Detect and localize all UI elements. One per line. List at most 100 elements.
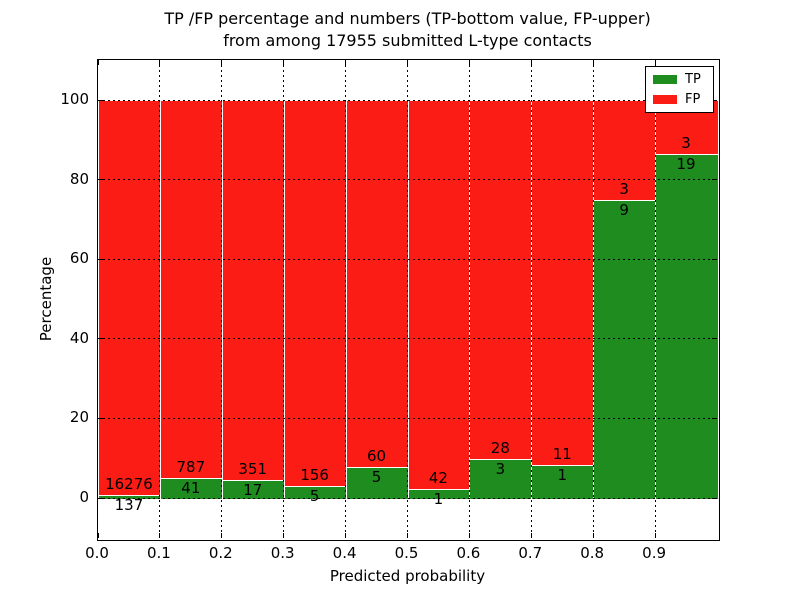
bar-fp-segment bbox=[159, 100, 224, 481]
legend-item-tp: TP bbox=[653, 73, 706, 86]
bar-fp-segment bbox=[407, 100, 472, 491]
y-tickmark-right bbox=[712, 258, 717, 260]
plot-area: 16276 137 787 41 351 17 156 5 60 5 42 1 28 3 11 1 3 9 3 19 bbox=[97, 59, 720, 541]
gridline-horizontal bbox=[98, 258, 717, 260]
tp-legend-label: TP bbox=[685, 72, 701, 87]
x-tickmark-bottom bbox=[468, 533, 470, 538]
x-tickmark-top bbox=[345, 60, 347, 65]
chart-title: TP /FP percentage and numbers (TP-bottom… bbox=[97, 8, 718, 52]
bar-fp-segment bbox=[283, 100, 348, 488]
y-tick-label: 60 bbox=[69, 249, 89, 268]
x-tick-label: 0.3 bbox=[270, 544, 295, 562]
bar-tp-segment bbox=[593, 199, 658, 499]
tp-count-label: 1 bbox=[433, 489, 444, 508]
gridline-vertical bbox=[407, 60, 408, 538]
x-tickmark-top bbox=[592, 60, 594, 65]
gridline-vertical bbox=[283, 60, 285, 538]
x-tick-label: 0.6 bbox=[456, 544, 481, 562]
bar-tp-segment bbox=[531, 464, 596, 499]
fp-legend-label: FP bbox=[685, 92, 701, 107]
x-tickmark-top bbox=[98, 60, 99, 65]
fp-count-label: 3 bbox=[681, 134, 691, 153]
y-tick-label: 100 bbox=[60, 90, 89, 108]
x-tickmark-bottom bbox=[221, 533, 223, 538]
bar-fp-segment bbox=[221, 100, 286, 482]
y-tick-label: 80 bbox=[69, 169, 89, 188]
x-tick-label: 0.2 bbox=[208, 544, 233, 562]
gridline-vertical bbox=[530, 60, 532, 538]
gridline-vertical bbox=[654, 60, 656, 538]
y-tickmark-left bbox=[98, 179, 103, 181]
y-tickmark-left bbox=[98, 417, 103, 419]
fp-count-label: 11 bbox=[552, 444, 572, 463]
fp-count-label: 351 bbox=[238, 459, 268, 478]
x-tickmark-bottom bbox=[159, 533, 161, 538]
gridline-horizontal bbox=[98, 99, 717, 101]
x-tickmark-top bbox=[159, 60, 161, 65]
gridline-vertical bbox=[221, 60, 223, 538]
y-tickmark-left bbox=[98, 99, 103, 101]
x-tick-label: 0.8 bbox=[580, 544, 605, 562]
x-tick-label: 0.7 bbox=[518, 544, 543, 562]
x-tickmark-bottom bbox=[530, 533, 532, 538]
tp-count-label: 137 bbox=[114, 495, 144, 514]
fp-legend-swatch bbox=[653, 95, 677, 104]
fp-count-label: 42 bbox=[428, 468, 448, 487]
y-tickmark-right bbox=[712, 338, 717, 340]
y-tick-label: 20 bbox=[69, 408, 89, 427]
x-tickmark-bottom bbox=[345, 533, 347, 538]
fp-count-label: 60 bbox=[366, 447, 387, 466]
tp-count-label: 3 bbox=[495, 460, 506, 479]
tp-count-label: 17 bbox=[243, 480, 263, 499]
x-tickmark-bottom bbox=[654, 533, 656, 538]
fp-count-label: 16276 bbox=[105, 474, 153, 493]
x-tickmark-bottom bbox=[592, 533, 594, 538]
fp-count-label: 156 bbox=[300, 465, 329, 484]
legend-item-fp: FP bbox=[653, 93, 706, 106]
gridline-vertical bbox=[468, 60, 470, 538]
gridline-horizontal bbox=[98, 417, 717, 419]
y-tick-label: 0 bbox=[79, 488, 89, 506]
fp-count-label: 28 bbox=[490, 439, 510, 458]
x-tick-label: 0.9 bbox=[642, 544, 667, 562]
y-tickmark-right bbox=[712, 417, 717, 419]
tp-count-label: 1 bbox=[557, 465, 568, 484]
bar-tp-segment bbox=[655, 154, 719, 499]
tp-count-label: 5 bbox=[309, 486, 320, 505]
x-tick-label: 0.0 bbox=[85, 544, 109, 562]
bar-fp-segment bbox=[531, 100, 596, 467]
y-tickmark-left bbox=[98, 258, 103, 260]
x-tick-label: 0.1 bbox=[146, 544, 171, 562]
x-tickmark-top bbox=[221, 60, 223, 65]
x-tickmark-top bbox=[654, 60, 656, 65]
y-axis-label: Percentage bbox=[37, 256, 55, 342]
fp-count-label: 787 bbox=[176, 458, 206, 477]
x-tickmark-top bbox=[407, 60, 408, 65]
y-tick-label: 40 bbox=[69, 328, 89, 347]
y-tickmark-right bbox=[712, 497, 717, 499]
x-tickmark-bottom bbox=[98, 533, 99, 538]
bar-fp-segment bbox=[345, 100, 410, 470]
x-tickmark-bottom bbox=[283, 533, 285, 538]
tp-count-label: 19 bbox=[676, 155, 696, 174]
gridline-horizontal bbox=[98, 338, 717, 340]
x-tick-label: 0.4 bbox=[332, 544, 357, 562]
x-tickmark-top bbox=[283, 60, 285, 65]
gridline-horizontal bbox=[98, 497, 717, 499]
x-tickmark-bottom bbox=[407, 533, 408, 538]
gridline-vertical bbox=[345, 60, 347, 538]
x-axis-label: Predicted probability bbox=[329, 567, 486, 585]
bar-fp-segment bbox=[98, 100, 162, 497]
x-tick-label: 0.5 bbox=[394, 544, 419, 562]
chart-title-line1: TP /FP percentage and numbers (TP-bottom… bbox=[164, 9, 651, 28]
chart-title-line2: from among 17955 submitted L-type contac… bbox=[223, 31, 592, 50]
gridline-horizontal bbox=[98, 179, 717, 181]
gridline-vertical bbox=[159, 60, 161, 538]
y-tickmark-left bbox=[98, 338, 103, 340]
legend: TP FP bbox=[645, 66, 714, 113]
tp-legend-swatch bbox=[653, 75, 677, 84]
tp-count-label: 41 bbox=[181, 479, 201, 498]
y-tickmark-left bbox=[98, 497, 103, 499]
bar-fp-segment bbox=[469, 100, 534, 462]
